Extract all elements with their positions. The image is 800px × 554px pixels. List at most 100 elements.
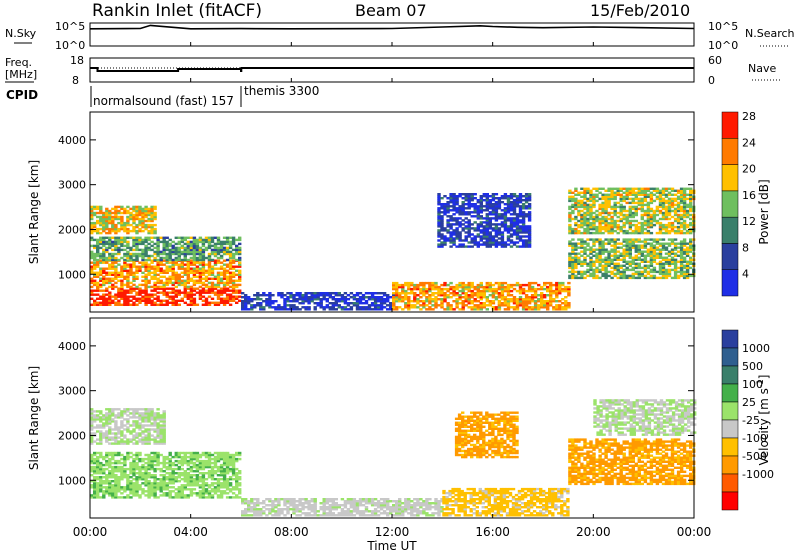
power-cell [679, 199, 684, 203]
power-cell [398, 296, 402, 299]
power-cell [93, 289, 97, 292]
power-cell [96, 248, 100, 252]
power-cell [512, 205, 517, 208]
velocity-cell [162, 476, 166, 479]
power-cell [189, 293, 194, 296]
velocity-cell [168, 492, 172, 495]
power-cell [661, 242, 666, 245]
power-cell [165, 248, 169, 252]
power-cell [634, 197, 638, 201]
power-cell [616, 266, 620, 270]
power-cell [449, 233, 453, 236]
power-cell [682, 227, 687, 231]
power-cell [561, 302, 565, 305]
power-cell [201, 269, 206, 272]
velocity-cell [96, 482, 100, 485]
power-cell [649, 262, 654, 265]
power-cell [108, 221, 112, 225]
power-cell [631, 246, 635, 249]
power-cell [509, 229, 514, 232]
power-cell [207, 246, 212, 250]
power-cell [616, 256, 620, 259]
velocity-cell [165, 494, 169, 497]
power-cell [658, 244, 663, 247]
power-cell [123, 207, 127, 211]
velocity-cell [90, 496, 94, 499]
velocity-cell [198, 494, 203, 497]
velocity-cell [153, 486, 157, 489]
power-cell [619, 195, 623, 198]
power-cell [352, 302, 357, 305]
power-cell [592, 219, 596, 223]
power-cell [198, 236, 203, 239]
power-cell [546, 304, 550, 307]
power-cell [337, 292, 341, 295]
power-cell [135, 215, 139, 219]
power-cell [485, 217, 489, 220]
velocity-cell [183, 494, 187, 497]
power-cell [491, 243, 496, 246]
power-cell [634, 231, 638, 235]
power-cell [476, 296, 480, 299]
power-cell [192, 269, 197, 272]
power-cell [652, 244, 657, 247]
power-cell [613, 240, 617, 243]
power-cell [616, 227, 620, 231]
power-cell [673, 213, 678, 217]
power-cell [198, 293, 203, 296]
velocity-cell [174, 494, 178, 497]
power-cell [685, 231, 690, 235]
power-cell [568, 197, 572, 201]
power-cell [153, 223, 157, 227]
power-cell [527, 205, 532, 208]
power-cell [228, 256, 233, 260]
power-cell [123, 289, 127, 292]
power-cell [464, 239, 468, 242]
power-cell [646, 266, 651, 270]
power-cell [491, 294, 496, 297]
power-cell [667, 264, 672, 267]
power-cell [370, 304, 375, 307]
power-cell [141, 256, 145, 260]
velocity-cell [93, 476, 97, 479]
power-cell [392, 308, 396, 311]
power-cell [180, 267, 184, 270]
velocity-cell [204, 482, 209, 485]
power-cell [580, 215, 584, 219]
power-cell [238, 271, 242, 274]
power-cell [509, 223, 514, 226]
power-cell [256, 298, 260, 301]
velocity-cell [132, 453, 136, 457]
power-cell [150, 240, 154, 244]
power-cell [231, 236, 236, 239]
power-cell [174, 256, 178, 260]
power-cell [518, 195, 523, 198]
power-cell [561, 298, 565, 301]
power-cell [527, 306, 532, 309]
power-cell [676, 217, 681, 221]
velocity-cell [177, 461, 181, 465]
power-cell [138, 269, 142, 272]
power-cell [168, 277, 172, 280]
power-cell [628, 250, 632, 253]
power-cell [431, 285, 435, 289]
power-cell [120, 271, 124, 274]
power-cell [458, 308, 462, 311]
power-cell [174, 248, 178, 252]
power-cell [515, 195, 520, 198]
power-cell [376, 308, 381, 311]
power-cell [685, 270, 690, 274]
velocity-cell [219, 490, 224, 493]
velocity-cell [138, 467, 142, 471]
velocity-cell [153, 478, 157, 481]
power-cell [301, 294, 305, 297]
power-cell [355, 306, 360, 309]
velocity-cell [192, 465, 197, 469]
power-cell [93, 244, 97, 248]
power-cell [583, 248, 587, 251]
power-cell [479, 229, 483, 232]
power-cell [210, 244, 215, 248]
power-cell [159, 261, 163, 264]
power-cell [144, 273, 148, 276]
power-cell [150, 271, 154, 274]
